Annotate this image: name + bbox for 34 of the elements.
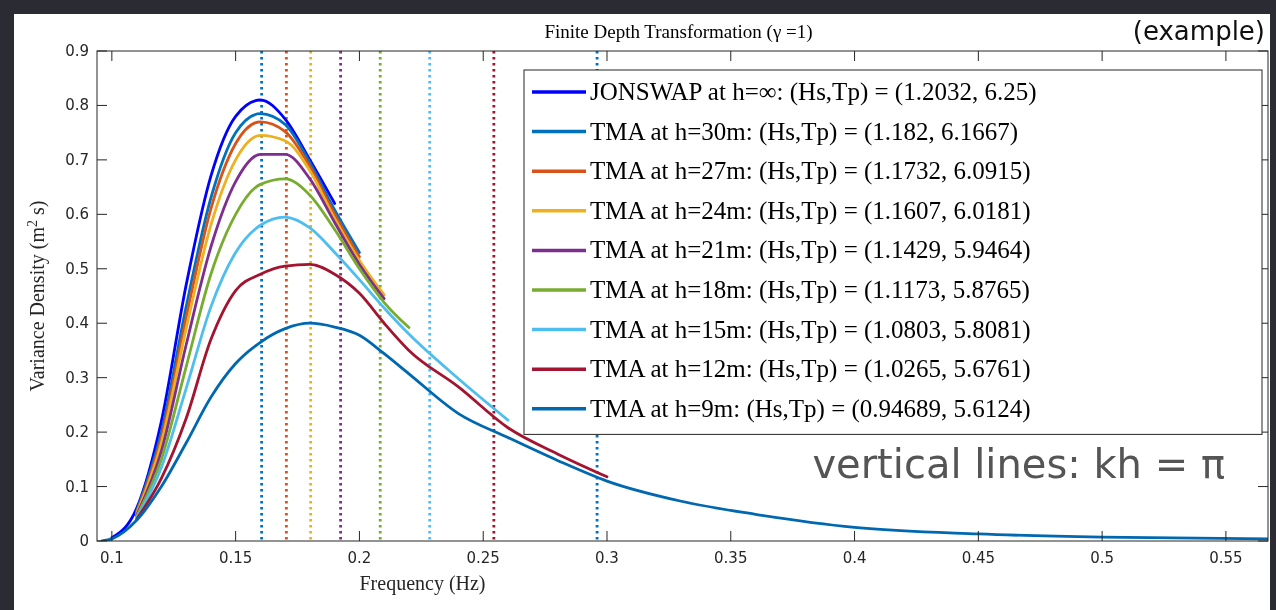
y-tick-label: 0.9	[65, 42, 89, 60]
legend-label: TMA at h=15m: (Hs,Tp) = (1.0803, 5.8081)	[590, 315, 1031, 344]
x-tick-label: 0.2	[347, 549, 372, 567]
legend-label: TMA at h=9m: (Hs,Tp) = (0.94689, 5.6124)	[590, 394, 1031, 423]
x-tick-label: 0.1	[99, 549, 124, 567]
text: (example)	[1132, 16, 1265, 46]
y-tick-label: 0.8	[65, 96, 89, 115]
y-tick-label: 0.2	[65, 423, 89, 442]
x-tick-label: 0.25	[466, 549, 500, 567]
x-tick-label: 0.5	[1090, 549, 1115, 567]
legend-label: TMA at h=18m: (Hs,Tp) = (1.1173, 5.8765)	[590, 276, 1030, 304]
chart-title: Finite Depth Transformation (γ =1)	[544, 21, 813, 43]
legend-label: TMA at h=21m: (Hs,Tp) = (1.1429, 5.9464)	[590, 236, 1031, 265]
x-tick-label: 0.4	[842, 549, 867, 567]
y-tick-label: 0.7	[65, 150, 89, 169]
x-tick-label: 0.15	[218, 549, 253, 567]
y-tick-label: 0	[79, 532, 89, 550]
x-axis-title: Frequency (Hz)	[359, 572, 486, 595]
legend-label: JONSWAP at h=∞: (Hs,Tp) = (1.2032, 6.25)	[590, 78, 1037, 106]
x-tick-label: 0.55	[1209, 549, 1243, 567]
y-tick-label: 0.3	[65, 368, 89, 387]
x-tick-label: 0.3	[595, 549, 619, 567]
annotation: vertical lines: kh = π	[812, 441, 1225, 487]
legend-label: TMA at h=12m: (Hs,Tp) = (1.0265, 5.6761)	[590, 355, 1031, 384]
legend-label: TMA at h=24m: (Hs,Tp) = (1.1607, 6.0181)	[590, 196, 1031, 225]
y-tick-label: 0.1	[65, 477, 89, 496]
legend-label: TMA at h=27m: (Hs,Tp) = (1.1732, 6.0915)	[590, 157, 1031, 186]
x-tick-label: 0.45	[961, 549, 996, 567]
legend-label: TMA at h=30m: (Hs,Tp) = (1.182, 6.1667)	[590, 117, 1019, 146]
line-series	[100, 321, 1268, 541]
y-tick-label: 0.6	[65, 205, 89, 224]
y-tick-label: 0.4	[65, 314, 89, 333]
y-tick-label: 0.5	[65, 259, 89, 278]
x-tick-label: 0.35	[714, 549, 748, 567]
